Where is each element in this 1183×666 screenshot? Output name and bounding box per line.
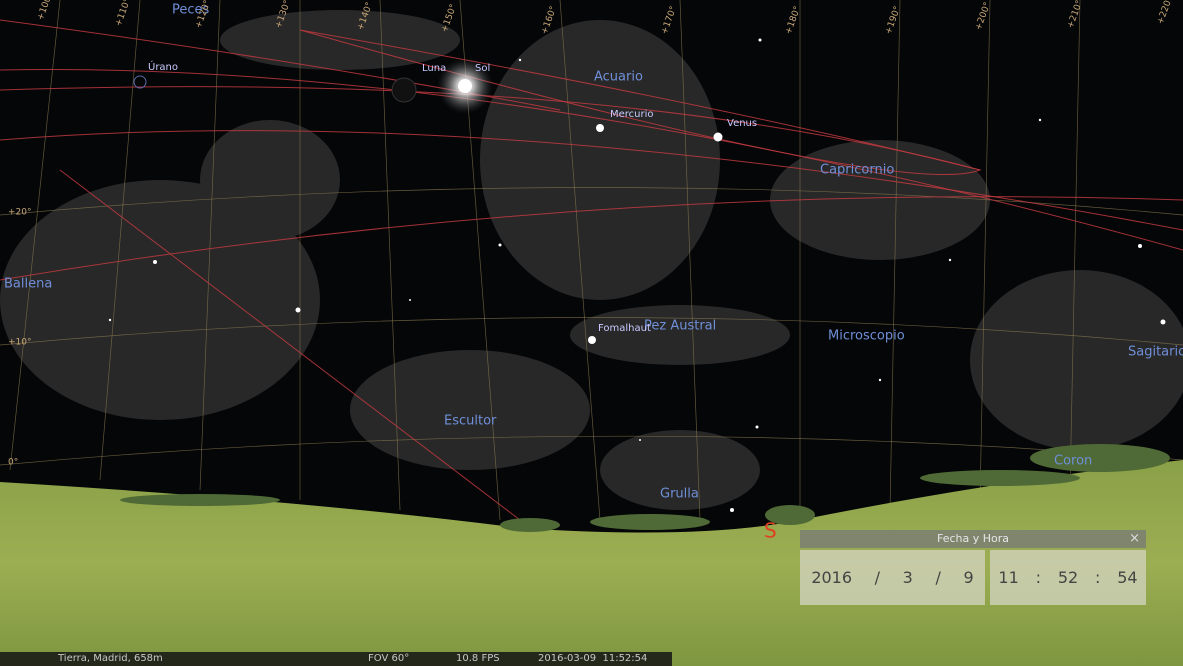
dialog-title-text: Fecha y Hora xyxy=(937,532,1009,545)
close-button[interactable]: × xyxy=(1129,530,1140,548)
body-label: Sol xyxy=(475,63,490,74)
hour-field[interactable]: 11 xyxy=(998,568,1018,587)
year-field[interactable]: 2016 xyxy=(811,568,852,587)
separator: / xyxy=(935,568,940,587)
separator: / xyxy=(875,568,880,587)
month-field[interactable]: 3 xyxy=(903,568,913,587)
date-box: 2016 / 3 / 9 xyxy=(800,550,985,605)
body-label: Úrano xyxy=(148,60,178,73)
body-label: Venus xyxy=(727,118,757,129)
constellation-label: Ballena xyxy=(4,277,52,292)
constellation-label: Sagitario xyxy=(1128,345,1183,360)
constellation-label: Acuario xyxy=(594,70,643,85)
status-bar: Tierra, Madrid, 658m FOV 60° 10.8 FPS 20… xyxy=(0,652,672,666)
location: Tierra, Madrid, 658m xyxy=(58,653,163,664)
sun-disk xyxy=(458,79,472,93)
constellation-label: Grulla xyxy=(660,487,699,502)
cardinal-point: S xyxy=(764,519,777,543)
constellation-label: Escultor xyxy=(444,414,497,429)
date-time-dialog: Fecha y Hora × 2016 / 3 / 9 11 : 52 : 54 xyxy=(800,530,1146,605)
constellation-label: Capricornio xyxy=(820,163,894,178)
second-field[interactable]: 54 xyxy=(1117,568,1137,587)
fps: 10.8 FPS xyxy=(456,653,500,664)
grid-label: 0° xyxy=(8,458,18,468)
constellation-label: Microscopio xyxy=(828,329,905,344)
moon xyxy=(392,78,416,102)
dialog-title: Fecha y Hora × xyxy=(800,530,1146,548)
minute-field[interactable]: 52 xyxy=(1058,568,1078,587)
grid-label: +10° xyxy=(8,338,32,348)
constellation-label: Coron xyxy=(1054,454,1092,469)
stellarium-view: Peces Acuario Capricornio Ballena Pez Au… xyxy=(0,0,1183,666)
grid-label: +20° xyxy=(8,208,32,218)
fov: FOV 60° xyxy=(368,653,409,664)
body-label: Luna xyxy=(422,63,446,74)
body-label: Mercurio xyxy=(610,109,654,120)
body-label: Fomalhaut xyxy=(598,323,651,334)
separator: : xyxy=(1095,568,1100,587)
separator: : xyxy=(1036,568,1041,587)
day-field[interactable]: 9 xyxy=(964,568,974,587)
time-box: 11 : 52 : 54 xyxy=(990,550,1146,605)
datetime: 2016-03-09 11:52:54 xyxy=(538,653,647,664)
constellation-label: Pez Austral xyxy=(644,319,716,334)
